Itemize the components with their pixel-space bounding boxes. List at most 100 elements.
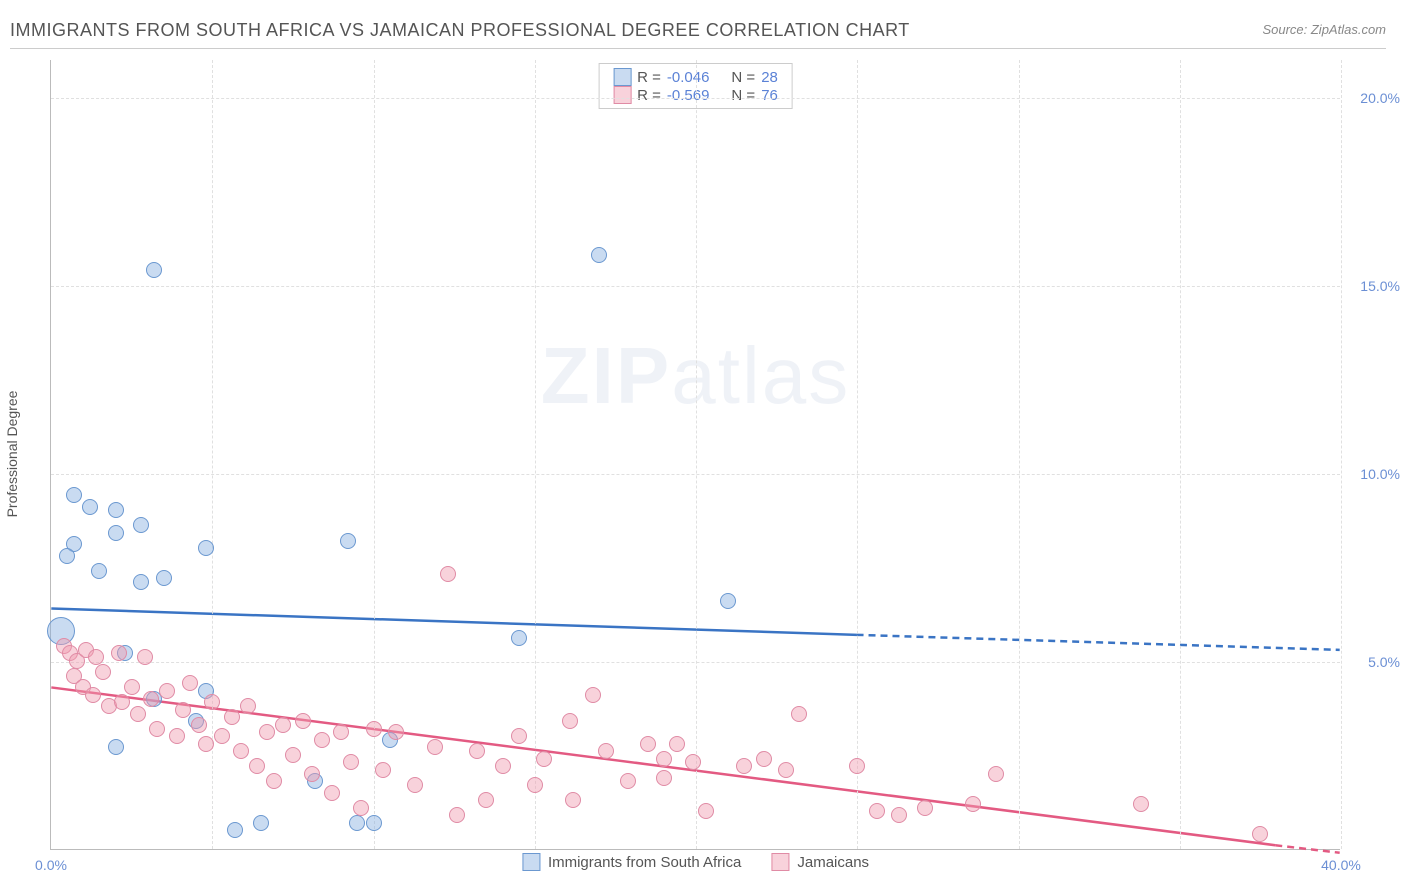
y-axis-label: Professional Degree — [4, 391, 20, 518]
data-point — [240, 698, 256, 714]
data-point — [82, 499, 98, 515]
data-point — [149, 721, 165, 737]
data-point — [720, 593, 736, 609]
r-label: R = — [637, 87, 661, 104]
data-point — [585, 687, 601, 703]
data-point — [324, 785, 340, 801]
n-label: N = — [731, 87, 755, 104]
data-point — [591, 247, 607, 263]
xtick-label: 0.0% — [35, 857, 67, 873]
data-point — [340, 533, 356, 549]
data-point — [133, 517, 149, 533]
swatch-a-icon — [522, 853, 540, 871]
vgrid — [1180, 60, 1181, 849]
data-point — [182, 675, 198, 691]
data-point — [249, 758, 265, 774]
data-point — [1133, 796, 1149, 812]
data-point — [175, 702, 191, 718]
data-point — [353, 800, 369, 816]
data-point — [88, 649, 104, 665]
data-point — [849, 758, 865, 774]
legend-item-a: Immigrants from South Africa — [522, 853, 741, 871]
swatch-b-icon — [771, 853, 789, 871]
vgrid — [696, 60, 697, 849]
data-point — [565, 792, 581, 808]
n-label: N = — [731, 69, 755, 86]
series-b-name: Jamaicans — [797, 854, 869, 871]
data-point — [527, 777, 543, 793]
data-point — [108, 502, 124, 518]
ytick-label: 5.0% — [1368, 654, 1400, 670]
data-point — [343, 754, 359, 770]
n-value-b: 76 — [761, 87, 778, 104]
data-point — [917, 800, 933, 816]
data-point — [449, 807, 465, 823]
data-point — [191, 717, 207, 733]
data-point — [227, 822, 243, 838]
ytick-label: 20.0% — [1360, 90, 1400, 106]
data-point — [108, 525, 124, 541]
data-point — [349, 815, 365, 831]
data-point — [159, 683, 175, 699]
data-point — [146, 262, 162, 278]
data-point — [469, 743, 485, 759]
data-point — [656, 770, 672, 786]
data-point — [388, 724, 404, 740]
data-point — [91, 563, 107, 579]
data-point — [366, 721, 382, 737]
scatter-plot-area: ZIPatlas R = -0.046 N = 28 R = -0.569 N … — [50, 60, 1340, 850]
data-point — [791, 706, 807, 722]
data-point — [266, 773, 282, 789]
series-legend: Immigrants from South Africa Jamaicans — [522, 853, 869, 871]
legend-item-b: Jamaicans — [771, 853, 869, 871]
data-point — [143, 691, 159, 707]
vgrid — [212, 60, 213, 849]
data-point — [95, 664, 111, 680]
data-point — [562, 713, 578, 729]
data-point — [304, 766, 320, 782]
data-point — [295, 713, 311, 729]
data-point — [698, 803, 714, 819]
data-point — [169, 728, 185, 744]
data-point — [114, 694, 130, 710]
data-point — [66, 487, 82, 503]
data-point — [198, 736, 214, 752]
data-point — [156, 570, 172, 586]
vgrid — [535, 60, 536, 849]
source-attribution: Source: ZipAtlas.com — [1262, 22, 1386, 37]
vgrid — [857, 60, 858, 849]
data-point — [59, 548, 75, 564]
data-point — [253, 815, 269, 831]
data-point — [427, 739, 443, 755]
data-point — [478, 792, 494, 808]
data-point — [233, 743, 249, 759]
xtick-label: 40.0% — [1321, 857, 1361, 873]
data-point — [869, 803, 885, 819]
data-point — [988, 766, 1004, 782]
n-value-a: 28 — [761, 69, 778, 86]
data-point — [511, 728, 527, 744]
r-label: R = — [637, 69, 661, 86]
title-divider — [10, 48, 1386, 49]
data-point — [756, 751, 772, 767]
r-value-a: -0.046 — [667, 69, 710, 86]
data-point — [124, 679, 140, 695]
data-point — [214, 728, 230, 744]
data-point — [133, 574, 149, 590]
data-point — [1252, 826, 1268, 842]
data-point — [640, 736, 656, 752]
data-point — [198, 540, 214, 556]
data-point — [333, 724, 349, 740]
data-point — [85, 687, 101, 703]
data-point — [224, 709, 240, 725]
data-point — [137, 649, 153, 665]
swatch-b-icon — [613, 86, 631, 104]
data-point — [778, 762, 794, 778]
ytick-label: 10.0% — [1360, 466, 1400, 482]
data-point — [259, 724, 275, 740]
data-point — [965, 796, 981, 812]
r-value-b: -0.569 — [667, 87, 710, 104]
data-point — [130, 706, 146, 722]
data-point — [536, 751, 552, 767]
data-point — [111, 645, 127, 661]
